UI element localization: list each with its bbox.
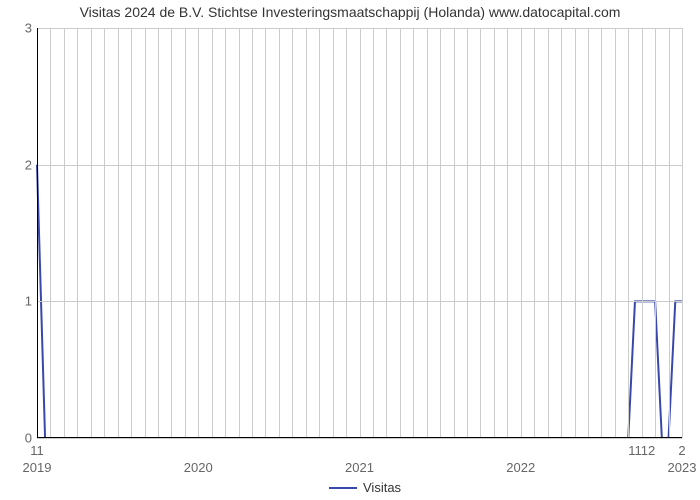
grid-line-v	[642, 28, 643, 438]
y-tick-label: 1	[25, 294, 37, 309]
grid-line-v	[185, 28, 186, 438]
grid-line-v	[212, 28, 213, 438]
grid-line-v	[171, 28, 172, 438]
grid-line-h	[37, 28, 682, 29]
grid-line-v	[615, 28, 616, 438]
chart-title: Visitas 2024 de B.V. Stichtse Investerin…	[0, 4, 700, 20]
grid-line-v	[601, 28, 602, 438]
grid-line-v	[198, 28, 199, 438]
legend-label: Visitas	[363, 480, 401, 495]
legend: Visitas	[329, 480, 401, 495]
grid-line-v	[64, 28, 65, 438]
grid-line-v	[494, 28, 495, 438]
plot-area: 0123111112220192020202120222023	[37, 28, 682, 438]
grid-line-v	[440, 28, 441, 438]
y-tick-label: 3	[25, 21, 37, 36]
grid-line-v	[386, 28, 387, 438]
grid-line-v	[413, 28, 414, 438]
chart-container: Visitas 2024 de B.V. Stichtse Investerin…	[0, 0, 700, 500]
x-year-label: 2019	[23, 438, 52, 475]
grid-line-v	[239, 28, 240, 438]
x-year-label: 2022	[506, 438, 535, 475]
grid-line-v	[534, 28, 535, 438]
grid-line-v	[360, 28, 361, 438]
grid-line-v	[333, 28, 334, 438]
grid-line-v	[104, 28, 105, 438]
grid-line-v	[467, 28, 468, 438]
grid-line-v	[292, 28, 293, 438]
grid-line-v	[306, 28, 307, 438]
grid-line-v	[77, 28, 78, 438]
grid-line-v	[454, 28, 455, 438]
x-tick-label: 1112	[628, 438, 655, 458]
grid-line-v	[225, 28, 226, 438]
grid-line-h	[37, 165, 682, 166]
y-axis	[37, 28, 38, 438]
grid-line-v	[319, 28, 320, 438]
grid-line-v	[521, 28, 522, 438]
grid-line-v	[669, 28, 670, 438]
grid-line-v	[91, 28, 92, 438]
x-year-label: 2023	[668, 438, 697, 475]
grid-line-v	[400, 28, 401, 438]
y-tick-label: 2	[25, 157, 37, 172]
grid-line-v	[561, 28, 562, 438]
grid-line-h	[37, 301, 682, 302]
x-year-label: 2020	[184, 438, 213, 475]
grid-line-v	[628, 28, 629, 438]
grid-line-v	[145, 28, 146, 438]
grid-line-v	[346, 28, 347, 438]
grid-line-v	[373, 28, 374, 438]
legend-swatch	[329, 487, 357, 489]
grid-line-v	[575, 28, 576, 438]
grid-line-v	[118, 28, 119, 438]
grid-line-v	[548, 28, 549, 438]
grid-line-v	[131, 28, 132, 438]
grid-line-v	[427, 28, 428, 438]
x-year-label: 2021	[345, 438, 374, 475]
grid-line-v	[158, 28, 159, 438]
grid-line-v	[50, 28, 51, 438]
grid-line-v	[265, 28, 266, 438]
grid-line-v	[480, 28, 481, 438]
grid-line-v	[588, 28, 589, 438]
grid-line-v	[655, 28, 656, 438]
grid-line-v	[252, 28, 253, 438]
grid-line-v	[279, 28, 280, 438]
grid-line-v	[682, 28, 683, 438]
grid-line-v	[507, 28, 508, 438]
